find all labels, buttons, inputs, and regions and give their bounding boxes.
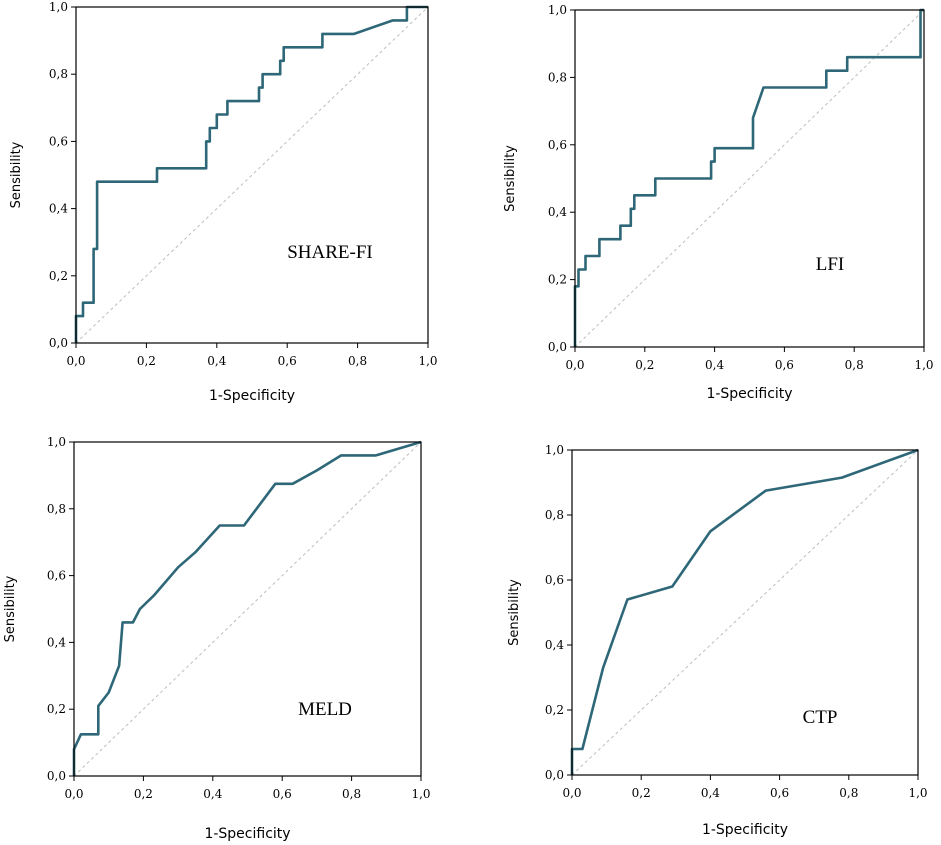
y-tick-label: 0,0 bbox=[548, 340, 567, 354]
x-tick-label: 0,8 bbox=[342, 787, 361, 801]
y-tick-label: 0,4 bbox=[49, 202, 68, 216]
plot-frame bbox=[571, 449, 919, 776]
y-tick-label: 0,6 bbox=[545, 573, 564, 587]
plot-frame bbox=[574, 9, 925, 348]
roc-curve bbox=[570, 448, 919, 775]
y-tick-label: 1,0 bbox=[49, 0, 68, 14]
reference-diagonal bbox=[73, 441, 422, 777]
x-tick-label: 0,4 bbox=[705, 358, 724, 372]
x-tick-label: 0,6 bbox=[273, 787, 292, 801]
x-tick-label: 0,6 bbox=[278, 354, 297, 368]
x-tick-label: 0,0 bbox=[64, 787, 83, 801]
x-tick-label: 0,4 bbox=[207, 354, 226, 368]
y-tick-label: 0,8 bbox=[548, 70, 567, 84]
y-tick-label: 0,6 bbox=[548, 138, 567, 152]
y-tick-label: 0,2 bbox=[548, 273, 567, 287]
y-tick-label: 0,8 bbox=[49, 67, 68, 81]
x-tick-label: 0,2 bbox=[134, 787, 153, 801]
x-tick-label: 1,0 bbox=[418, 354, 437, 368]
plot-frame bbox=[73, 441, 422, 777]
x-tick-label: 0,0 bbox=[565, 358, 584, 372]
y-tick-label: 0,8 bbox=[47, 502, 66, 516]
y-tick-label: 0,0 bbox=[49, 336, 68, 350]
x-tick-label: 1,0 bbox=[914, 358, 933, 372]
y-tick-label: 1,0 bbox=[548, 3, 567, 17]
y-tick-label: 0,6 bbox=[47, 569, 66, 583]
y-tick-label: 0,2 bbox=[49, 269, 68, 283]
chart-annotation: MELD bbox=[298, 699, 352, 720]
x-tick-label: 0,8 bbox=[839, 786, 858, 800]
chart-annotation: CTP bbox=[803, 707, 838, 728]
chart-annotation: LFI bbox=[816, 254, 845, 275]
plot-frame bbox=[75, 6, 429, 344]
y-tick-label: 0,4 bbox=[545, 638, 564, 652]
x-tick-label: 0,2 bbox=[137, 354, 156, 368]
y-tick-label: 0,4 bbox=[548, 205, 567, 219]
y-axis-label: Sensibility bbox=[9, 141, 24, 208]
y-tick-label: 0,2 bbox=[47, 702, 66, 716]
x-tick-label: 1,0 bbox=[908, 786, 927, 800]
y-tick-label: 0,6 bbox=[49, 134, 68, 148]
y-axis-label: Sensibility bbox=[3, 575, 18, 642]
y-tick-label: 0,0 bbox=[47, 769, 66, 783]
x-axis-label: 1-Specificity bbox=[204, 826, 290, 842]
x-tick-label: 0,8 bbox=[845, 358, 864, 372]
y-tick-label: 0,0 bbox=[545, 768, 564, 782]
x-tick-label: 0,6 bbox=[775, 358, 794, 372]
y-tick-label: 1,0 bbox=[47, 435, 66, 449]
x-tick-label: 0,0 bbox=[66, 354, 85, 368]
chart-annotation: SHARE-FI bbox=[287, 242, 373, 263]
y-tick-label: 0,8 bbox=[545, 508, 564, 522]
x-tick-label: 0,2 bbox=[635, 358, 654, 372]
reference-diagonal bbox=[571, 449, 919, 776]
roc-curve bbox=[573, 8, 924, 347]
x-tick-label: 0,8 bbox=[348, 354, 367, 368]
x-tick-label: 0,0 bbox=[562, 786, 581, 800]
x-tick-label: 0,4 bbox=[203, 787, 222, 801]
x-tick-label: 0,6 bbox=[770, 786, 789, 800]
x-tick-label: 0,4 bbox=[701, 786, 720, 800]
x-axis-label: 1-Specificity bbox=[209, 388, 295, 404]
x-axis-label: 1-Specificity bbox=[706, 386, 792, 402]
y-axis-label: Sensibility bbox=[507, 579, 522, 646]
x-tick-label: 1,0 bbox=[411, 787, 430, 801]
x-tick-label: 0,2 bbox=[632, 786, 651, 800]
y-tick-label: 1,0 bbox=[545, 443, 564, 457]
x-axis-label: 1-Specificity bbox=[702, 822, 788, 838]
y-tick-label: 0,4 bbox=[47, 635, 66, 649]
y-tick-label: 0,2 bbox=[545, 703, 564, 717]
roc-curve bbox=[72, 440, 422, 776]
y-axis-label: Sensibility bbox=[503, 145, 518, 212]
reference-diagonal bbox=[574, 9, 925, 348]
roc-curve bbox=[74, 5, 428, 343]
